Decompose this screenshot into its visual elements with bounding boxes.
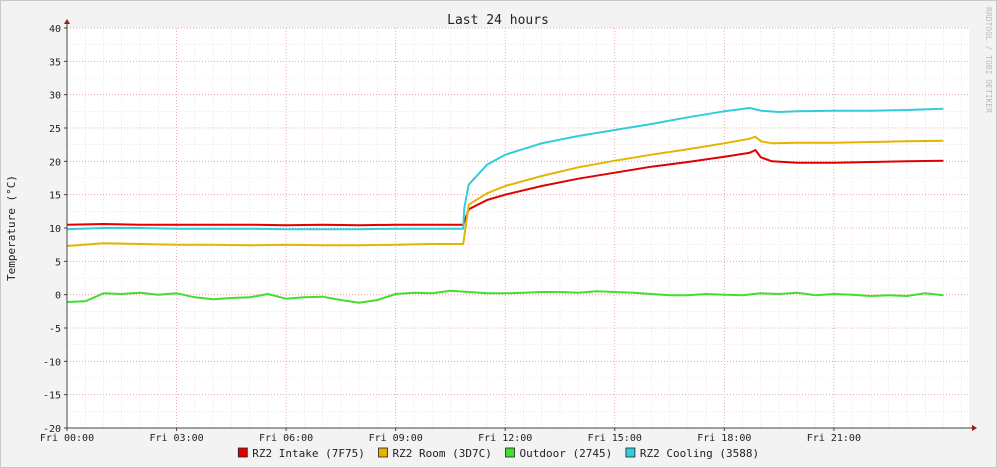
series-line-0 — [66, 149, 944, 227]
series-line-2 — [66, 289, 944, 304]
y-tick-label: 20 — [49, 157, 61, 168]
chart-title: Last 24 hours — [447, 13, 549, 28]
x-tick-label: Fri 09:00 — [369, 433, 423, 444]
y-tick-label: 15 — [49, 191, 61, 202]
y-tick-label: -20 — [43, 424, 61, 435]
x-tick-label: Fri 15:00 — [588, 433, 642, 444]
x-tick-label: Fri 12:00 — [478, 433, 532, 444]
y-tick-labels: -20 -15 -10 -5 0 5 10 15 20 25 30 35 40 — [43, 24, 61, 435]
y-axis-label: Temperature (°C) — [5, 175, 18, 281]
legend: RZ2 Intake (7F75) RZ2 Room (3D7C) Outdoor … — [237, 447, 759, 460]
y-tick-label: -10 — [43, 357, 61, 368]
legend-swatch-1 — [378, 447, 388, 458]
legend-label-1: RZ2 Room (3D7C) — [393, 447, 492, 460]
legend-label-3: RZ2 Cooling (3588) — [640, 447, 759, 460]
y-tick-label: 25 — [49, 124, 61, 135]
axes — [64, 19, 977, 431]
y-tick-label: 0 — [55, 291, 61, 302]
legend-swatch-0 — [237, 447, 248, 458]
x-tick-label: Fri 06:00 — [259, 433, 313, 444]
y-tick-label: 30 — [49, 91, 61, 102]
y-tick-label: 10 — [49, 224, 61, 235]
watermark: RRDTOOL / TOBI OETIKER — [984, 7, 993, 113]
x-axis-arrow — [972, 425, 977, 431]
y-tick-label: -15 — [43, 391, 61, 402]
grid — [66, 27, 969, 429]
y-tick-label: 35 — [49, 57, 61, 68]
series-lines — [66, 107, 944, 304]
y-tick-label: -5 — [49, 324, 61, 335]
series-line-3 — [66, 107, 944, 231]
legend-label-2: Outdoor (2745) — [520, 447, 613, 460]
series-line-1 — [66, 135, 944, 247]
legend-swatch-3 — [625, 447, 636, 458]
x-tick-label: Fri 18:00 — [697, 433, 751, 444]
y-axis-arrow — [64, 19, 70, 24]
x-tick-label: Fri 21:00 — [807, 433, 861, 444]
x-tick-labels: Fri 00:00 Fri 03:00 Fri 06:00 Fri 09:00 Fri … — [40, 433, 861, 444]
legend-label-0: RZ2 Intake (7F75) — [252, 447, 365, 460]
y-tick-label: 5 — [55, 257, 61, 268]
x-tick-label: Fri 03:00 — [149, 433, 203, 444]
x-tick-label: Fri 00:00 — [40, 433, 94, 444]
y-tick-label: 40 — [49, 24, 61, 35]
legend-swatch-2 — [505, 447, 515, 458]
